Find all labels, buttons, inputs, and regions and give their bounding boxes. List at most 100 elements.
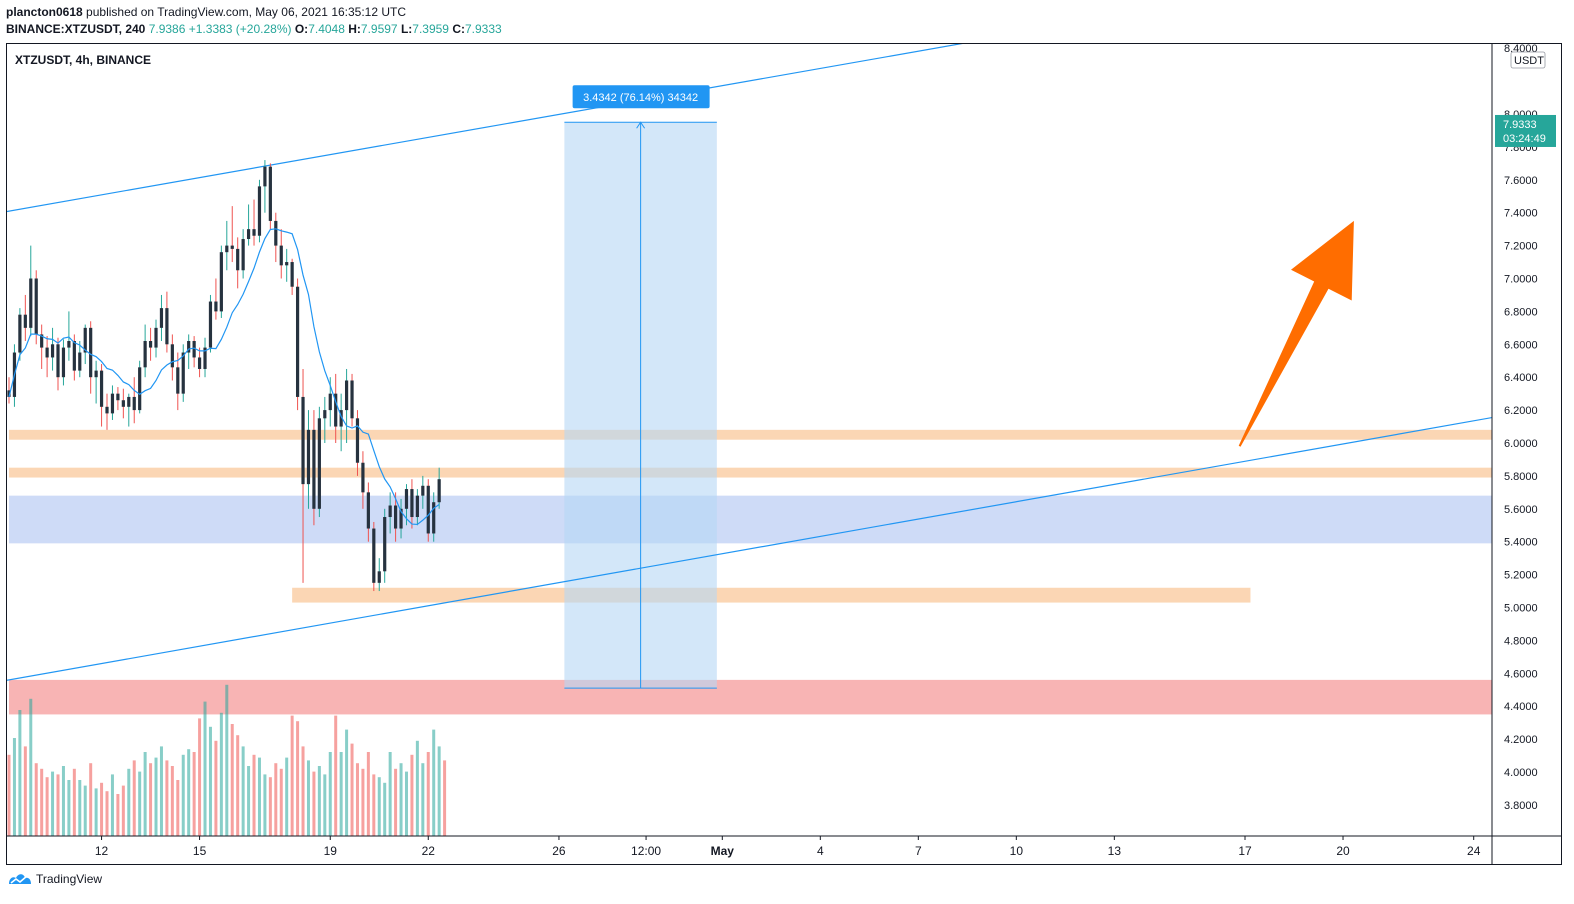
volume-bar bbox=[410, 754, 414, 836]
y-tick-label: 3.8000 bbox=[1504, 800, 1538, 812]
candle-body bbox=[306, 429, 311, 485]
volume-bar bbox=[100, 782, 104, 836]
volume-bar bbox=[83, 785, 87, 836]
close-label: C: bbox=[452, 22, 465, 36]
y-tick-label: 5.0000 bbox=[1504, 603, 1538, 615]
volume-bar bbox=[116, 794, 120, 836]
volume-bar bbox=[285, 757, 289, 836]
footer-brand[interactable]: TradingView bbox=[8, 872, 102, 886]
candle-body bbox=[350, 380, 354, 419]
volume-bar bbox=[236, 735, 240, 836]
candle-body bbox=[56, 344, 60, 378]
tradingview-logo-icon bbox=[9, 874, 31, 884]
currency-badge bbox=[1510, 51, 1546, 69]
candle-body bbox=[181, 352, 185, 394]
volume-bar bbox=[105, 791, 109, 836]
publish-line: plancton0618 published on TradingView.co… bbox=[6, 4, 502, 21]
zone-support-line bbox=[292, 587, 1251, 603]
volume-bar bbox=[426, 752, 430, 836]
volume-bar bbox=[230, 724, 234, 836]
volume-bar bbox=[345, 729, 349, 836]
candle-body bbox=[361, 462, 365, 493]
volume-bar bbox=[301, 746, 305, 836]
candle-body bbox=[45, 347, 49, 358]
volume-bar bbox=[176, 780, 180, 836]
volume-bar bbox=[7, 754, 11, 836]
volume-bar bbox=[252, 754, 256, 836]
author-name[interactable]: plancton0618 bbox=[6, 5, 83, 19]
volume-bar bbox=[290, 715, 294, 836]
candle-body bbox=[383, 517, 387, 572]
candle-body bbox=[377, 571, 381, 583]
candle-body bbox=[393, 505, 398, 529]
volume-bar bbox=[110, 774, 114, 836]
y-tick-label: 6.2000 bbox=[1504, 405, 1538, 417]
volume-bar bbox=[268, 777, 272, 836]
volume-bar bbox=[45, 777, 49, 836]
candle-body bbox=[263, 166, 267, 187]
zone-resistance-lower bbox=[9, 467, 1492, 478]
trend-arrow bbox=[1238, 220, 1354, 447]
open-label: O: bbox=[294, 22, 309, 36]
candle-body bbox=[29, 278, 33, 328]
volume-bar bbox=[67, 780, 71, 836]
measure-label-box bbox=[572, 85, 710, 109]
candle-body bbox=[214, 301, 218, 312]
volume-bar bbox=[241, 746, 245, 836]
candle-body bbox=[295, 286, 300, 397]
open-value: 7.4048 bbox=[308, 22, 345, 36]
candle-body bbox=[61, 347, 66, 378]
candle-body bbox=[105, 406, 109, 414]
candle-body bbox=[372, 528, 376, 583]
volume-bar bbox=[23, 746, 27, 836]
candle-body bbox=[154, 327, 158, 348]
x-tick-label: 17 bbox=[1238, 844, 1252, 858]
volume-bar bbox=[372, 774, 376, 836]
candle-body bbox=[78, 352, 82, 371]
volume-bar bbox=[432, 729, 436, 836]
candle-body bbox=[219, 252, 223, 312]
moving-average-line bbox=[8, 228, 440, 526]
candle-body bbox=[176, 367, 180, 394]
candle-body bbox=[312, 429, 316, 509]
candle-body bbox=[437, 479, 441, 503]
candle-body bbox=[323, 410, 327, 419]
last-price-value: 7.9333 bbox=[1503, 119, 1537, 131]
last-price: 7.9386 bbox=[148, 22, 186, 36]
volume-bar bbox=[366, 752, 370, 836]
candle-body bbox=[388, 505, 392, 518]
candle-body bbox=[241, 239, 245, 271]
measure-arrow-head bbox=[636, 121, 646, 129]
volume-bar bbox=[274, 763, 278, 836]
candle-body bbox=[366, 492, 370, 529]
volume-bar bbox=[350, 743, 354, 836]
volume-bar bbox=[247, 766, 251, 836]
candle-body bbox=[159, 308, 164, 328]
volume-bar bbox=[159, 746, 163, 836]
candle-body bbox=[116, 393, 120, 401]
x-tick-label: 10 bbox=[1010, 844, 1024, 858]
zone-demand-zone bbox=[9, 679, 1492, 715]
volume-bar bbox=[394, 768, 398, 836]
x-tick-label: 4 bbox=[817, 844, 824, 858]
candle-body bbox=[355, 418, 360, 463]
volume-bar bbox=[181, 754, 185, 836]
high-value: 7.9597 bbox=[360, 22, 398, 36]
volume-bar bbox=[296, 721, 300, 836]
candle-body bbox=[50, 344, 55, 358]
close-value: 7.9333 bbox=[465, 22, 502, 36]
candle-body bbox=[40, 334, 44, 348]
x-tick-label: 7 bbox=[915, 844, 922, 858]
x-tick-label: 24 bbox=[1467, 844, 1481, 858]
volume-bar bbox=[165, 760, 169, 836]
measure-label-text: 3.4342 (76.14%) 34342 bbox=[583, 92, 698, 104]
y-tick-label: 4.0000 bbox=[1504, 767, 1538, 779]
x-tick-label: 12 bbox=[95, 844, 109, 858]
y-tick-label: 6.8000 bbox=[1504, 306, 1538, 318]
volume-bar bbox=[279, 768, 283, 836]
price-change: +1.3383 (+20.28%) bbox=[188, 22, 292, 36]
volume-bar bbox=[225, 684, 229, 836]
y-tick-label: 6.0000 bbox=[1504, 438, 1538, 450]
y-tick-label: 5.2000 bbox=[1504, 570, 1538, 582]
